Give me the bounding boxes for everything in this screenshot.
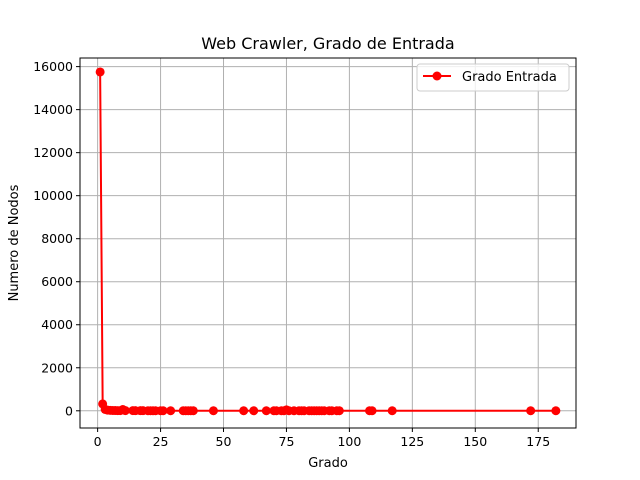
data-point	[249, 406, 259, 416]
y-axis-label: Numero de Nodos	[7, 184, 22, 301]
legend-box	[416, 63, 570, 92]
series-group	[95, 67, 561, 416]
y-tick-label: 14000	[33, 102, 73, 117]
x-tick-label: 0	[94, 434, 102, 449]
x-tick-label: 150	[463, 434, 487, 449]
legend-label: Grado Entrada	[462, 70, 557, 85]
data-point	[208, 406, 218, 416]
x-tick-label: 25	[153, 434, 169, 449]
data-point	[334, 406, 344, 416]
y-tick-label: 6000	[41, 274, 73, 289]
chart-title: Web Crawler, Grado de Entrada	[201, 34, 454, 53]
plot-frame	[79, 57, 577, 429]
data-point	[95, 67, 105, 77]
data-point	[188, 406, 198, 416]
data-point	[367, 406, 377, 416]
y-tick-label: 12000	[33, 145, 73, 160]
plot-area	[80, 58, 576, 428]
data-point	[120, 406, 130, 416]
y-tick-label: 2000	[41, 360, 73, 375]
legend-marker-swatch	[432, 71, 442, 81]
x-tick-label: 50	[216, 434, 232, 449]
data-point	[551, 406, 561, 416]
x-tick-label: 125	[400, 434, 424, 449]
data-point	[166, 406, 176, 416]
legend: Grado Entrada	[416, 63, 570, 92]
y-tick-label: 4000	[41, 317, 73, 332]
data-point	[239, 406, 249, 416]
data-point	[158, 406, 168, 416]
y-tick-label: 0	[65, 403, 73, 418]
y-tick-label: 8000	[41, 231, 73, 246]
data-point	[526, 406, 536, 416]
axis-ticks: 0 25 50 75 100 125 150 175 0 2000 4000 6000 8000 1000…	[33, 59, 550, 449]
data-point	[261, 406, 271, 416]
y-tick-label: 10000	[33, 188, 73, 203]
data-point	[387, 406, 397, 416]
y-tick-label: 16000	[33, 59, 73, 74]
x-axis-label: Grado	[308, 456, 348, 471]
x-tick-label: 100	[337, 434, 361, 449]
x-tick-label: 75	[279, 434, 295, 449]
x-tick-label: 175	[526, 434, 550, 449]
